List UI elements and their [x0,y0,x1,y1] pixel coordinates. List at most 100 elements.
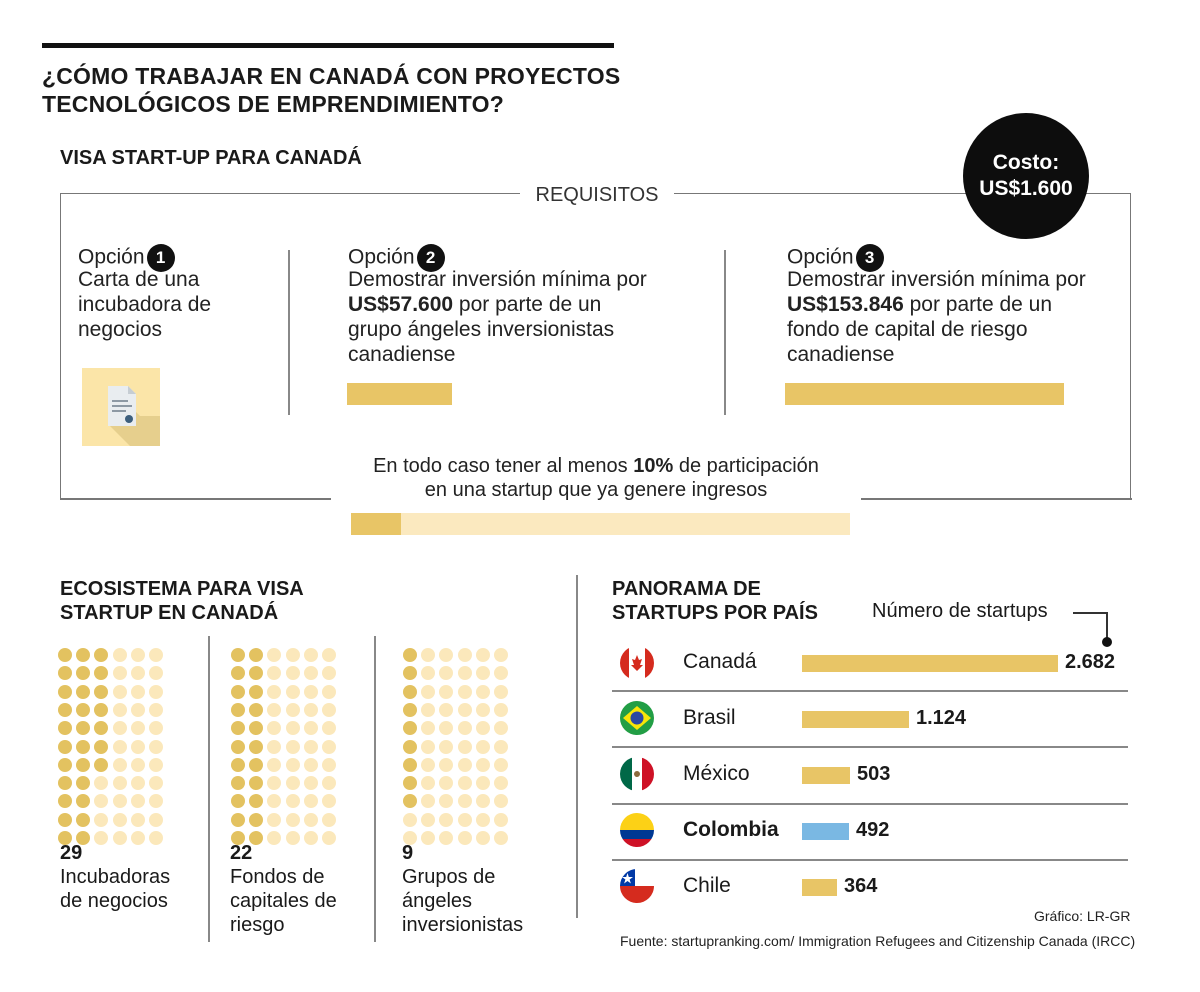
ecosystem-dot [303,776,318,791]
ecosystem-dot [58,812,72,827]
ecosystem-dot [130,831,145,845]
ecosystem-stat-3: 9 Grupos de ángeles inversionistas [402,842,562,937]
ecosystem-dot [322,721,336,736]
ecosystem-dot [76,721,91,736]
ecosystem-dot [494,666,508,681]
ecosystem-dot [267,648,282,662]
ecosystem-divider-1 [208,636,210,942]
mexico-flag-icon [620,757,654,791]
ecosystem-dot [76,666,91,681]
option-3-line-2: US$153.846 por parte de un [787,292,1127,317]
ecosystem-dot [475,684,490,699]
ecosystem-dot [322,666,336,681]
ecosystem-dot [130,812,145,827]
ecosystem-dot [249,739,264,754]
panorama-title-line-2: STARTUPS POR PAÍS [612,602,818,624]
ecosystem-dot [403,648,417,662]
ecosystem-dot [231,776,245,791]
ecosystem-dot [322,794,336,809]
startup-bar [802,711,909,728]
legend-leader-v [1106,612,1108,640]
ecosystem-dot [322,739,336,754]
ecosystem-dot [149,739,163,754]
requirements-label: REQUISITOS [535,184,659,206]
ecosystem-dot [58,648,72,662]
ecosystem-dot [285,666,300,681]
ecosystem-dot [94,684,109,699]
ecosystem-dot [130,757,145,772]
ecosystem-dot [494,684,508,699]
ecosystem-dot [112,794,127,809]
ecosystem-dot [58,702,72,717]
ecosystem-dot [58,776,72,791]
brazil-flag-icon [620,701,654,735]
ecosystem-dot [457,757,472,772]
stat-3-line-3: inversionistas [402,914,524,936]
cost-value: US$1.600 [979,177,1073,200]
ecosystem-dot [130,721,145,736]
ecosystem-dot [94,666,109,681]
ecosystem-dot [130,794,145,809]
ecosystem-dot [149,648,163,662]
startup-value-label: 364 [844,875,878,897]
stat-2-line-3: riesgo [230,914,285,936]
ecosystem-dot [112,831,127,845]
ecosystem-dot [421,776,436,791]
ecosystem-dot [439,812,454,827]
ecosystem-dot [231,812,245,827]
ecosystem-dot [303,812,318,827]
ecosystem-dot [322,648,336,662]
ecosystem-dot [403,684,417,699]
ecosystem-dot [231,721,245,736]
ecosystem-dot [267,757,282,772]
ecosystem-dot [421,684,436,699]
startup-bar [802,655,1058,672]
ecosystem-dot [303,757,318,772]
ecosystem-dot [421,739,436,754]
stat-1-value: 29 [60,842,83,864]
legend-leader-h [1073,612,1107,614]
ecosystem-dot [439,776,454,791]
ecosystem-stat-2: 22 Fondos de capitales de riesgo [230,842,370,937]
ecosystem-dot [494,831,508,845]
panorama-title: PANORAMA DE STARTUPS POR PAÍS [612,577,818,625]
startup-value-label: 503 [857,763,891,785]
ecosystem-dot [94,831,109,845]
ecosystem-dot [130,776,145,791]
ecosystem-dot [303,666,318,681]
option-3-line-2-rest: por parte de un [903,293,1053,316]
ecosystem-dot [475,702,490,717]
ecosystem-dot [130,648,145,662]
ecosystem-dot [231,831,245,845]
ecosystem-dot [285,684,300,699]
ecosystem-dot [303,721,318,736]
ecosystem-dot [457,684,472,699]
ecosystem-dot [494,776,508,791]
ecosystem-dot [249,684,264,699]
stat-3-line-1: Grupos de [402,866,496,888]
ecosystem-dot [58,721,72,736]
ecosystem-dot [267,794,282,809]
ecosystem-dot [267,702,282,717]
ecosystem-dot [285,831,300,845]
ecosystem-dot [94,721,109,736]
ecosystem-dot [231,684,245,699]
ecosystem-dot [285,794,300,809]
startup-bar [802,879,837,896]
option-3-line-4: canadiense [787,343,895,366]
ecosystem-dot [494,757,508,772]
ecosystem-title-line-1: ECOSISTEMA PARA VISA [60,578,304,600]
ecosystem-dot [149,702,163,717]
startup-bar [802,823,849,840]
requirements-label-gap [520,185,674,205]
ecosystem-dot [457,702,472,717]
country-label: Canadá [683,650,757,673]
ecosystem-dot [267,776,282,791]
ecosystem-dot [149,757,163,772]
ecosystem-dot [322,831,336,845]
ecosystem-dot [303,739,318,754]
ecosystem-dot [267,666,282,681]
document-icon [82,368,160,446]
ecosystem-dot [231,739,245,754]
ecosystem-dot [249,648,264,662]
